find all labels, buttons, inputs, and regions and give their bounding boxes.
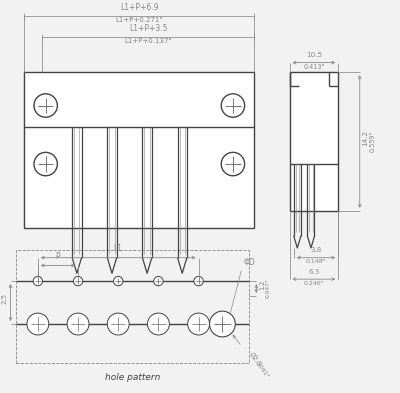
Circle shape [154, 276, 163, 286]
Text: ΦD: ΦD [244, 259, 256, 268]
Circle shape [33, 276, 42, 286]
Circle shape [67, 313, 89, 335]
Text: 0.098": 0.098" [0, 292, 1, 313]
Circle shape [107, 313, 129, 335]
Circle shape [221, 152, 245, 176]
Bar [16, 250, 248, 363]
Text: 0.148": 0.148" [306, 259, 326, 264]
Text: 0.246": 0.246" [304, 281, 324, 286]
Text: 14.2: 14.2 [362, 130, 368, 146]
Text: 6.3: 6.3 [308, 269, 320, 275]
Circle shape [194, 276, 203, 286]
Text: Ø2.3: Ø2.3 [248, 351, 262, 368]
Text: L1+P+0.271": L1+P+0.271" [116, 17, 163, 22]
Text: 0.413": 0.413" [303, 64, 325, 70]
Circle shape [148, 313, 169, 335]
Text: 1.2: 1.2 [259, 279, 265, 290]
Bar [290, 72, 338, 211]
Text: P: P [56, 252, 60, 261]
Text: 3.8: 3.8 [310, 248, 322, 253]
Circle shape [188, 313, 210, 335]
Circle shape [27, 313, 49, 335]
Circle shape [73, 276, 83, 286]
Text: L1+P+3.5: L1+P+3.5 [129, 24, 167, 33]
Text: 10.5: 10.5 [306, 52, 322, 58]
Text: 0.559": 0.559" [370, 131, 376, 152]
Circle shape [114, 276, 123, 286]
Circle shape [210, 311, 235, 337]
Text: 0.091": 0.091" [254, 360, 270, 380]
Bar [24, 72, 254, 228]
Circle shape [221, 94, 245, 117]
Circle shape [34, 94, 57, 117]
Text: 2.5: 2.5 [2, 293, 8, 304]
Text: hole pattern: hole pattern [105, 373, 160, 382]
Text: L1+P+6.9: L1+P+6.9 [120, 3, 158, 12]
Circle shape [34, 152, 57, 176]
Text: 0.047": 0.047" [266, 279, 271, 298]
Text: L1+P+0.137": L1+P+0.137" [124, 38, 172, 44]
Text: L1: L1 [114, 244, 123, 253]
